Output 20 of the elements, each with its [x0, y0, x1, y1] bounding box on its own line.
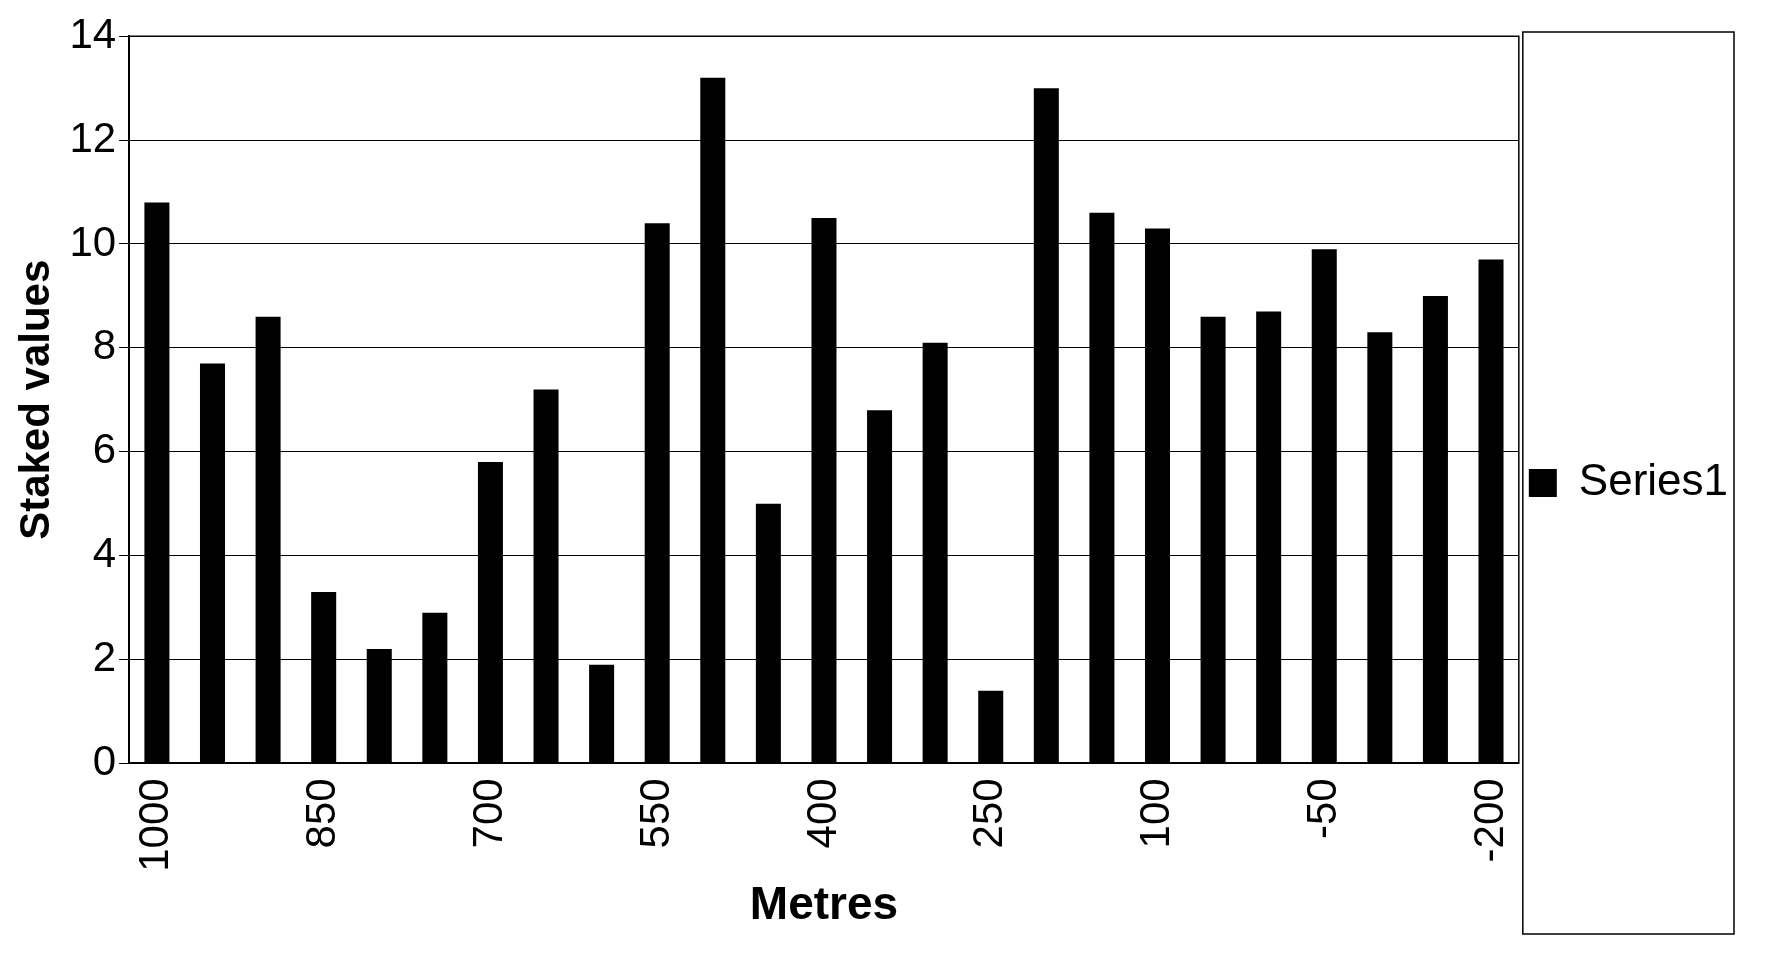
x-tick-label: 850	[297, 778, 345, 849]
x-axis-title: Metres	[749, 877, 899, 930]
x-tick-label: 700	[464, 778, 512, 849]
y-tick-label: 6	[92, 425, 117, 473]
y-tick-label: 4	[92, 529, 117, 577]
legend-label: Series1	[1578, 455, 1728, 505]
y-axis-title: Staked values	[10, 259, 58, 540]
x-tick-label: -200	[1464, 778, 1512, 863]
x-tick-label: 100	[1131, 778, 1179, 849]
y-tick-label: 0	[92, 736, 117, 784]
y-tick-label: 14	[69, 9, 117, 57]
y-tick-label: 10	[69, 217, 117, 265]
x-tick-label: 250	[964, 778, 1012, 849]
y-tick-label: 8	[92, 321, 117, 369]
y-tick-label: 12	[69, 113, 117, 161]
x-tick-label: 1000	[130, 778, 178, 872]
x-tick-label: 400	[797, 778, 845, 849]
x-tick-label: -50	[1297, 778, 1345, 840]
x-tick-label: 550	[630, 778, 678, 849]
y-tick-label: 2	[92, 633, 117, 681]
